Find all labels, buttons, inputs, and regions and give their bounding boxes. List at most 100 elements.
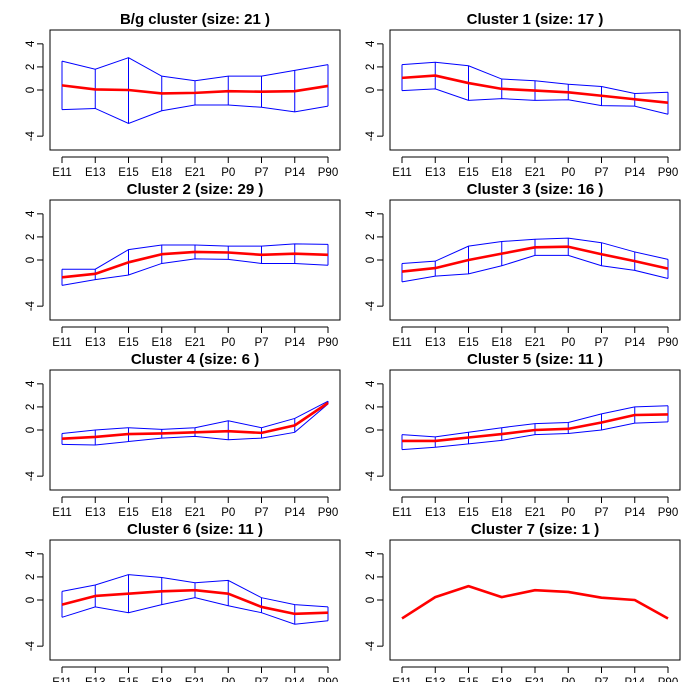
x-tick-label: P14: [285, 167, 306, 179]
panel-title: Cluster 1 (size: 17 ): [467, 11, 604, 28]
y-tick-label: 2: [25, 404, 37, 410]
x-tick-label: E18: [492, 507, 512, 519]
y-tick-label: 2: [365, 574, 377, 580]
x-tick-label: E21: [525, 677, 545, 682]
x-tick-label: P7: [594, 337, 608, 349]
plot-frame: [389, 199, 681, 321]
series-mean-line: [402, 413, 669, 443]
x-tick-label: E18: [152, 507, 172, 519]
y-tick-label: 0: [365, 597, 377, 603]
series-mean-line: [61, 588, 329, 616]
panel-6: Cluster 5 (size: 11 ) 4 2 0 -4 E11 E13 E15 E18 E2…: [365, 351, 681, 519]
y-tick-label: -4: [365, 640, 377, 651]
x-tick-label: P90: [318, 337, 338, 349]
x-tick-label: P14: [285, 677, 306, 682]
x-tick-label: E15: [458, 677, 478, 682]
y-tick-label: 0: [25, 427, 37, 433]
panel-8: Cluster 7 (size: 1 ) 4 2 0 -4 E11 E13 E15 E18 E21…: [365, 521, 681, 682]
series-lower-line: [61, 104, 329, 125]
x-tick-label: E21: [525, 507, 545, 519]
x-tick-label: P90: [658, 507, 678, 519]
x-tick-label: P0: [561, 507, 575, 519]
x-tick-label: P90: [318, 507, 338, 519]
plot-frame: [49, 369, 341, 491]
x-tick-label: P0: [561, 167, 575, 179]
panel-title: Cluster 7 (size: 1 ): [471, 521, 599, 538]
panel-4: Cluster 3 (size: 16 ) 4 2 0 -4 E11 E13 E15 E18 E2…: [365, 181, 681, 349]
x-tick-label: E18: [152, 677, 172, 682]
panel-title: Cluster 2 (size: 29 ): [127, 181, 264, 198]
x-tick-label: E11: [52, 677, 72, 682]
x-tick-label: P7: [254, 507, 268, 519]
panel-3: Cluster 2 (size: 29 ) 4 2 0 -4 E11 E13 E15 E18 E2…: [25, 181, 341, 349]
panel-title: Cluster 4 (size: 6 ): [131, 351, 259, 368]
y-tick-label: 4: [365, 210, 377, 217]
x-tick-label: P14: [625, 507, 646, 519]
y-tick-label: 4: [25, 210, 37, 217]
y-tick-label: -4: [25, 470, 37, 481]
x-tick-label: E11: [392, 337, 412, 349]
y-tick-label: -4: [25, 300, 37, 311]
series-lower-line: [61, 597, 329, 625]
x-tick-label: P14: [625, 337, 646, 349]
y-tick-label: 2: [365, 234, 377, 240]
x-tick-label: E21: [185, 337, 205, 349]
y-tick-label: 0: [365, 257, 377, 263]
x-tick-label: E11: [392, 677, 412, 682]
y-tick-label: -4: [365, 470, 377, 481]
y-tick-label: 4: [365, 40, 377, 47]
plot-frame: [389, 539, 681, 661]
x-tick-label: P7: [594, 677, 608, 682]
y-tick-label: 4: [25, 40, 37, 47]
series-mean-line: [61, 401, 329, 440]
x-tick-label: P14: [285, 507, 306, 519]
x-tick-label: E15: [118, 677, 138, 682]
x-tick-label: E15: [458, 167, 478, 179]
series-mean-line: [401, 584, 669, 620]
panel-title: B/g cluster (size: 21 ): [120, 11, 270, 28]
panel-title: Cluster 6 (size: 11 ): [127, 521, 263, 538]
x-tick-label: E13: [85, 337, 105, 349]
y-tick-label: -4: [365, 300, 377, 311]
panel-1: B/g cluster (size: 21 ) 4 2 0 -4 E11 E13 E15 E18…: [25, 11, 341, 179]
x-tick-label: E13: [425, 337, 445, 349]
plot-frame: [49, 29, 341, 151]
x-tick-label: E18: [492, 167, 512, 179]
y-tick-label: 0: [365, 427, 377, 433]
x-tick-label: E13: [85, 507, 105, 519]
series-lower-line: [61, 403, 329, 446]
x-tick-label: P0: [561, 677, 575, 682]
x-tick-label: E21: [185, 167, 205, 179]
series-mean-line: [401, 245, 669, 273]
x-tick-label: P90: [318, 677, 338, 682]
x-tick-label: E11: [52, 337, 72, 349]
y-tick-label: -4: [25, 640, 37, 651]
x-tick-label: E21: [525, 167, 545, 179]
x-tick-label: E18: [152, 167, 172, 179]
x-tick-label: E15: [458, 507, 478, 519]
x-tick-label: P0: [221, 167, 235, 179]
x-tick-label: P14: [625, 167, 646, 179]
x-tick-label: P7: [594, 507, 608, 519]
y-tick-label: -4: [25, 130, 37, 141]
y-tick-label: 2: [25, 574, 37, 580]
y-tick-label: -4: [365, 130, 377, 141]
x-tick-label: P90: [658, 167, 678, 179]
panel-5: Cluster 4 (size: 6 ) 4 2 0 -4 E11 E13 E15 E18 E21…: [25, 351, 341, 519]
series-mean-line: [61, 84, 329, 95]
x-tick-label: E11: [52, 507, 72, 519]
y-tick-label: 0: [25, 257, 37, 263]
y-tick-label: 4: [365, 380, 377, 387]
x-tick-label: E18: [492, 337, 512, 349]
series-upper-line: [61, 57, 329, 82]
y-tick-label: 2: [365, 64, 377, 70]
x-tick-label: E11: [392, 167, 412, 179]
x-tick-label: E13: [425, 677, 445, 682]
x-tick-label: E13: [85, 677, 105, 682]
x-tick-label: E13: [425, 167, 445, 179]
x-tick-label: E15: [118, 167, 138, 179]
panel-2: Cluster 1 (size: 17 ) 4 2 0 -4 E11 E13 E15 E18 E2…: [365, 11, 681, 179]
y-tick-label: 2: [365, 404, 377, 410]
x-tick-label: E21: [185, 677, 205, 682]
